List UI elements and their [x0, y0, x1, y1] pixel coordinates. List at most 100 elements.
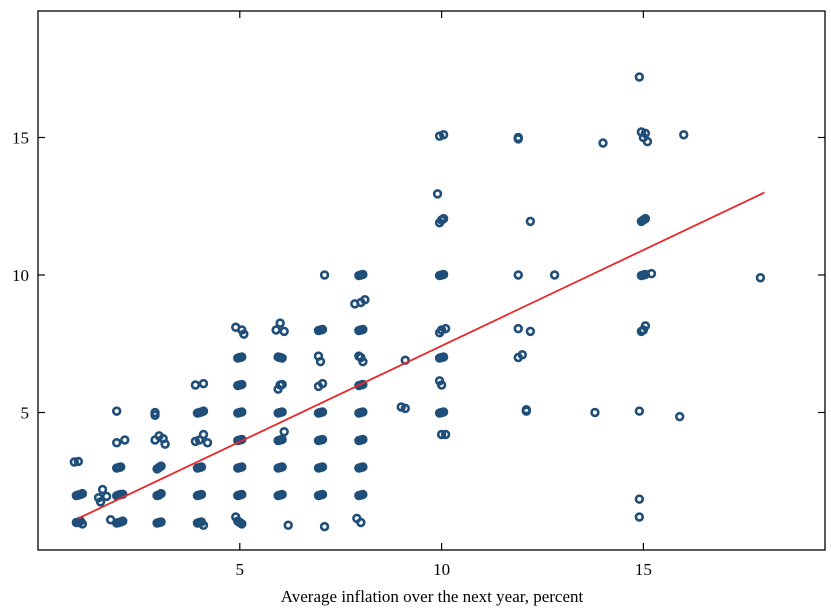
data-points: [69, 72, 766, 532]
data-point: [634, 72, 645, 82]
data-point: [237, 519, 247, 529]
data-point: [313, 435, 324, 446]
data-point: [436, 429, 447, 440]
data-point: [434, 376, 445, 386]
data-point: [313, 408, 324, 418]
data-point: [120, 435, 130, 445]
data-point: [69, 457, 80, 467]
data-point: [432, 189, 443, 199]
data-point: [231, 512, 241, 522]
data-point: [360, 295, 370, 305]
data-point: [152, 518, 162, 528]
data-point: [202, 438, 213, 448]
data-point: [192, 490, 203, 501]
data-point: [101, 491, 112, 502]
data-point: [273, 384, 283, 394]
data-point: [636, 270, 647, 281]
data-point: [198, 429, 209, 440]
data-point: [434, 353, 445, 363]
data-point: [400, 403, 410, 414]
data-point: [354, 435, 364, 446]
data-point: [233, 408, 243, 418]
plot-frame: [37, 10, 826, 551]
data-point: [636, 216, 647, 227]
data-point: [313, 463, 324, 473]
data-point: [283, 520, 293, 530]
x-tick-label: 10: [433, 560, 450, 579]
data-point: [434, 328, 445, 338]
data-point: [352, 513, 362, 524]
data-point: [233, 380, 243, 391]
data-point: [354, 463, 364, 473]
data-point: [675, 411, 685, 422]
data-point: [513, 270, 523, 280]
data-point: [233, 490, 243, 501]
data-point: [517, 350, 528, 360]
y-tick-label: 5: [21, 404, 30, 423]
data-point: [95, 497, 106, 507]
data-point: [118, 516, 128, 526]
data-point: [434, 408, 445, 418]
data-point: [273, 352, 283, 362]
data-point: [198, 406, 209, 416]
y-axis-ticks: 5 10 15: [12, 129, 825, 423]
data-point: [598, 138, 608, 148]
data-point: [636, 326, 647, 337]
x-axis-ticks: 5 10 15: [236, 11, 652, 579]
data-point: [279, 427, 289, 437]
data-point: [233, 463, 243, 473]
data-point: [350, 299, 360, 309]
data-point: [755, 273, 766, 283]
data-point: [513, 323, 523, 334]
data-point: [313, 325, 324, 336]
data-point: [192, 463, 203, 473]
data-point: [160, 439, 170, 449]
data-point: [354, 408, 364, 418]
data-point: [354, 325, 364, 336]
data-point: [354, 351, 364, 361]
data-point: [636, 127, 647, 137]
data-point: [73, 456, 84, 467]
data-point: [634, 494, 645, 504]
data-point: [319, 270, 330, 280]
data-point: [152, 490, 162, 501]
data-point: [111, 438, 122, 448]
data-point: [111, 406, 122, 416]
data-point: [190, 436, 201, 447]
data-point: [440, 429, 451, 440]
data-point: [313, 381, 324, 392]
data-point: [642, 136, 653, 147]
data-point: [513, 132, 523, 143]
data-point: [198, 520, 209, 530]
data-point: [152, 464, 162, 474]
data-point: [634, 406, 645, 416]
data-point: [313, 351, 324, 361]
data-point: [679, 130, 689, 140]
data-point: [97, 484, 108, 495]
data-point: [646, 268, 657, 279]
data-point: [273, 490, 283, 501]
data-point: [354, 270, 364, 281]
y-tick-label: 10: [12, 266, 29, 285]
data-point: [354, 380, 364, 391]
x-tick-label: 5: [236, 560, 245, 579]
data-point: [434, 270, 445, 281]
data-point: [525, 216, 536, 227]
data-point: [273, 463, 283, 473]
data-point: [77, 488, 88, 499]
x-tick-label: 15: [635, 560, 652, 579]
data-point: [77, 519, 88, 529]
data-point: [354, 490, 364, 501]
data-point: [273, 435, 283, 446]
data-point: [434, 218, 445, 228]
data-point: [275, 318, 285, 328]
fit-line: [77, 191, 765, 520]
data-point: [634, 512, 645, 522]
data-point: [271, 325, 281, 335]
data-point: [440, 323, 451, 334]
data-point: [525, 326, 536, 337]
data-point: [198, 378, 209, 389]
data-point: [521, 405, 532, 415]
data-point: [549, 270, 560, 280]
